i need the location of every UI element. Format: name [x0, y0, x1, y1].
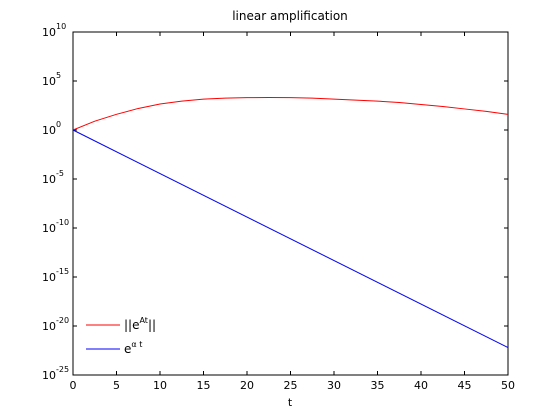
plot-area	[72, 31, 509, 376]
x-tick-label: 5	[113, 379, 120, 392]
x-tick-label: 45	[458, 379, 472, 392]
x-tick-label: 30	[327, 379, 341, 392]
x-tick-label: 0	[70, 379, 77, 392]
x-ticks: 0 5 10 15 20 25 30 35 40 45 50	[70, 32, 515, 392]
series-line-0	[72, 96, 509, 131]
x-tick-label: 20	[240, 379, 254, 392]
x-tick-label: 50	[501, 379, 515, 392]
y-ticks: 1010 105 100 10-5 10-10 10-15 10-20 10-25	[42, 22, 508, 382]
series-lines	[72, 96, 509, 349]
y-tick-label: 105	[42, 71, 61, 88]
x-axis-label: t	[288, 396, 293, 409]
y-tick-label: 10-15	[42, 267, 69, 284]
y-tick-label: 100	[42, 120, 61, 137]
y-tick-label: 10-20	[42, 316, 69, 333]
legend: ||eAt|| eα t	[86, 316, 156, 356]
y-tick-label: 1010	[42, 22, 66, 39]
x-tick-label: 35	[371, 379, 385, 392]
legend-label-series-1: eα t	[124, 340, 142, 356]
y-tick-label: 10-25	[42, 365, 69, 382]
x-tick-label: 25	[284, 379, 298, 392]
legend-label-series-0: ||eAt||	[124, 316, 156, 332]
chart-title: linear amplification	[232, 9, 348, 23]
x-tick-label: 10	[153, 379, 167, 392]
y-tick-label: 10-10	[42, 218, 69, 235]
x-tick-label: 40	[414, 379, 428, 392]
y-tick-label: 10-5	[42, 169, 64, 186]
x-tick-label: 15	[197, 379, 211, 392]
series-line-1	[72, 129, 509, 349]
